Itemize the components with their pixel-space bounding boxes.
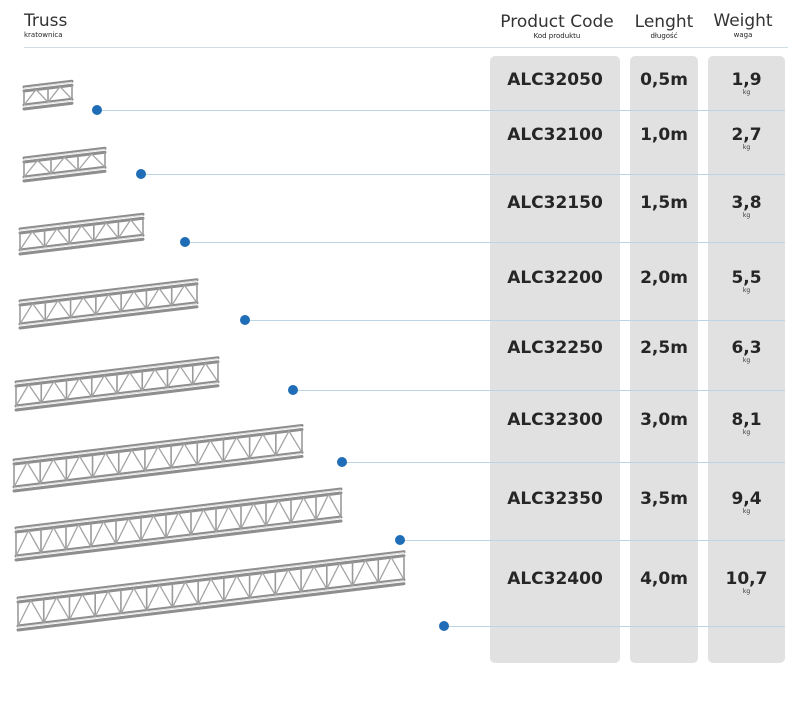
product-weight: 9,4 kg [708,489,785,515]
product-length: 1,0m [640,125,688,145]
weight-unit: kg [742,89,751,96]
product-weight: 2,7 kg [708,125,785,151]
leader-dot [136,169,146,179]
leader-dot [288,385,298,395]
product-code: ALC32300 [507,410,603,430]
truss-icon [22,79,74,111]
leader-dot [439,621,449,631]
product-length: 3,5m [640,489,688,509]
product-code-header: Product Code Kod produktu [495,12,619,40]
truss-icon [18,212,145,256]
weight-unit: kg [742,212,751,219]
product-length: 4,0m [640,569,688,589]
truss-illustrations [12,79,406,632]
product-code: ALC32150 [507,193,603,213]
product-length: 1,5m [640,193,688,213]
product-weight-value: 6,3 [731,338,762,358]
weight-column [708,56,785,663]
leader-line [97,110,785,111]
truss-header: Truss kratownica [24,11,67,39]
product-weight: 8,1 kg [708,410,785,436]
leader-dot [180,237,190,247]
leader-dot [92,105,102,115]
product-code: ALC32350 [507,489,603,509]
leader-line [293,390,785,391]
length-column [630,56,698,663]
product-code: ALC32200 [507,268,603,288]
header-divider [24,47,788,48]
leader-dot [337,457,347,467]
leader-line [342,462,785,463]
product-length: 3,0m [640,410,688,430]
truss-icon [14,487,343,562]
weight-unit: kg [742,287,751,294]
product-weight: 5,5 kg [708,268,785,294]
leader-line [245,320,785,321]
truss-icon [16,550,406,632]
product-code-header-title: Product Code [500,12,614,32]
leader-line [444,626,785,627]
weight-header-title: Weight [713,11,773,31]
leader-dot [395,535,405,545]
truss-icon [18,278,199,330]
product-code: ALC32100 [507,125,603,145]
product-weight-value: 9,4 [731,489,762,509]
product-weight-value: 8,1 [731,410,762,430]
length-header-subtitle: długość [650,32,678,40]
leader-line [141,174,785,175]
length-header-title: Lenght [634,12,694,32]
product-weight: 6,3 kg [708,338,785,364]
product-length: 2,0m [640,268,688,288]
product-code: ALC32250 [507,338,603,358]
length-header: Lenght długość [630,12,698,40]
product-weight: 10,7 kg [708,569,785,595]
weight-unit: kg [742,508,751,515]
product-code-column [490,56,620,663]
weight-unit: kg [742,144,751,151]
product-length: 0,5m [640,70,688,90]
product-code: ALC32050 [507,70,603,90]
weight-unit: kg [742,588,751,595]
weight-header: Weight waga [707,11,779,39]
truss-header-title: Truss [24,11,68,31]
truss-header-subtitle: kratownica [24,31,63,39]
weight-header-subtitle: waga [733,31,753,39]
weight-unit: kg [742,357,751,364]
product-weight: 1,9 kg [708,70,785,96]
leader-line [400,540,785,541]
product-weight-value: 1,9 [731,70,762,90]
product-weight-value: 5,5 [731,268,762,288]
product-code: ALC32400 [507,569,603,589]
product-length: 2,5m [640,338,688,358]
product-code-header-subtitle: Kod produktu [533,32,581,40]
leader-dot [240,315,250,325]
truss-icon [12,423,304,493]
product-weight: 3,8 kg [708,193,785,219]
weight-unit: kg [742,429,751,436]
leader-line [185,242,785,243]
product-weight-value: 10,7 [725,569,768,589]
truss-icon [14,356,220,412]
product-weight-value: 2,7 [731,125,762,145]
truss-icon [22,146,107,183]
product-weight-value: 3,8 [731,193,762,213]
